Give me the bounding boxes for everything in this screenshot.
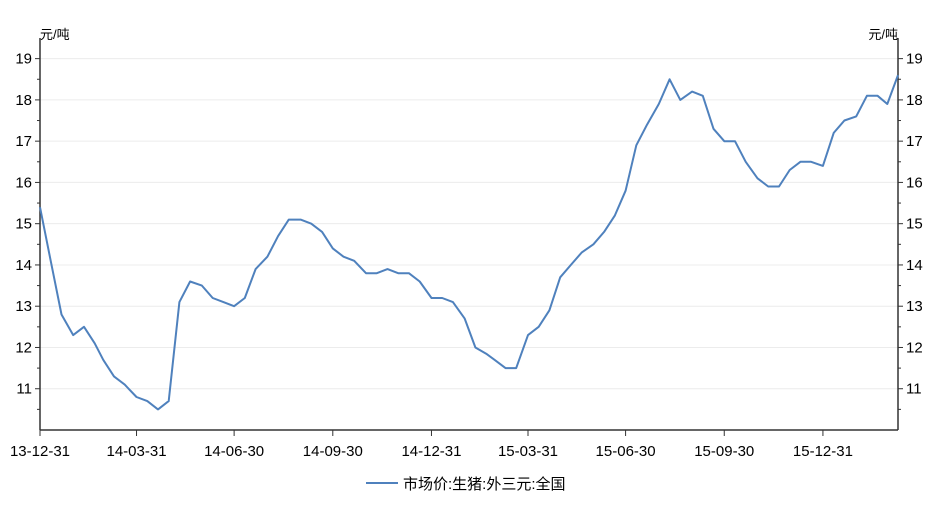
y-tick-label-right: 13 [906,298,923,315]
axes [39,38,899,431]
x-tick-label: 13-12-31 [10,443,70,460]
y-tick-label-left: 19 [15,51,32,68]
x-tick-label: 15-09-30 [694,443,754,460]
x-tick-label: 15-06-30 [596,443,656,460]
legend: 市场价:生猪:外三元:全国 [366,475,566,493]
y-tick-label-left: 13 [15,298,32,315]
series-layer [39,74,899,411]
x-tick-label: 14-06-30 [204,443,264,460]
y-tick-label-left: 11 [16,381,32,398]
y-tick-label-right: 17 [906,133,923,150]
gridlines [40,58,898,390]
x-tick-label: 14-03-31 [107,443,167,460]
legend-label: 市场价:生猪:外三元:全国 [403,475,566,493]
axis-ticks: 11 11 12 12 13 13 14 14 15 15 16 16 17 17 18 18 19 19 13-1… [10,51,923,460]
y-tick-label-left: 17 [15,133,32,150]
x-tick-label: 14-12-31 [401,443,461,460]
y-tick-label-right: 18 [906,92,923,109]
y-tick-label-right: 15 [906,216,923,233]
y-tick-label-right: 16 [906,174,923,191]
right-unit-label: 元/吨 [868,27,898,42]
x-tick-label: 14-09-30 [303,443,363,460]
y-tick-label-right: 12 [906,339,923,356]
y-tick-label-right: 11 [906,381,922,398]
x-tick-label: 15-12-31 [793,443,853,460]
series-line [39,74,899,411]
y-tick-label-left: 16 [15,174,32,191]
y-tick-label-right: 19 [906,51,923,68]
y-tick-label-right: 14 [906,257,923,274]
y-tick-label-left: 14 [15,257,32,274]
y-tick-label-left: 15 [15,216,32,233]
y-tick-label-left: 18 [15,92,32,109]
left-unit-label: 元/吨 [40,27,70,42]
x-tick-label: 15-03-31 [498,443,558,460]
y-tick-label-left: 12 [15,339,32,356]
